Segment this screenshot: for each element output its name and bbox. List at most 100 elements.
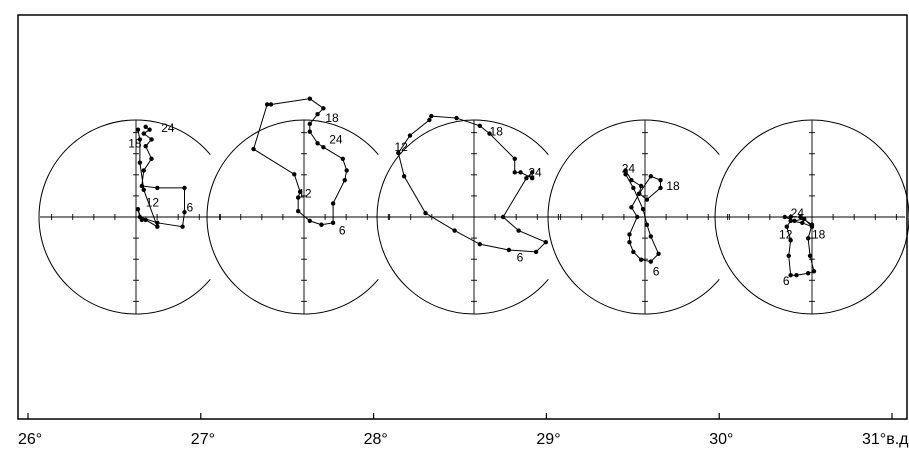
hodograph-point — [139, 217, 145, 223]
hour-label: 12 — [298, 187, 312, 201]
hodograph-point — [648, 259, 654, 264]
hodograph-point — [805, 271, 811, 276]
hour-label: 24 — [528, 165, 542, 179]
hodograph-point — [477, 123, 483, 129]
x-tick-label-3: 29° — [536, 431, 560, 448]
hodograph-point — [788, 238, 793, 243]
hodograph-point — [143, 124, 148, 129]
hodograph-point — [627, 232, 632, 237]
hour-label: 24 — [161, 121, 175, 135]
hodograph-point — [635, 214, 640, 220]
x-tick-label-4: 30° — [709, 431, 733, 448]
hodograph-3: 24 18 6 — [547, 119, 730, 315]
hodograph-point — [155, 220, 160, 226]
x-axis: 26° 27° 28° 29° 30° 31°в.д — [18, 413, 909, 448]
hodograph-1: 18 24 12 6 — [206, 96, 389, 315]
hodograph-point — [512, 170, 517, 175]
hodograph-point — [307, 121, 313, 127]
hodograph-point — [135, 127, 141, 132]
hodograph-point — [401, 174, 407, 179]
hodograph-point — [805, 236, 811, 241]
hodograph-point — [794, 273, 799, 278]
hodograph-track — [397, 115, 547, 253]
hour-label: 6 — [653, 264, 660, 278]
hodograph-point — [141, 131, 146, 136]
hour-label: 6 — [783, 274, 790, 288]
hodograph-point — [800, 220, 805, 226]
hodograph-point — [423, 210, 428, 216]
hodograph-track — [137, 126, 185, 228]
hodograph-point — [315, 141, 320, 146]
hodograph-point — [640, 207, 646, 212]
hodograph-circle — [547, 119, 720, 315]
hodograph-point — [307, 218, 313, 224]
hodograph-point — [656, 251, 661, 257]
hodograph-point — [180, 224, 185, 229]
hour-label: 18 — [490, 125, 504, 139]
hodograph-point — [427, 117, 432, 123]
hodograph-point — [251, 146, 256, 152]
hodograph-point — [182, 185, 187, 191]
hour-label: 6 — [339, 224, 346, 238]
hodograph-point — [798, 214, 803, 220]
hodograph-layer: 24 18 12 6 18 24 12 6 18 24 12 6 24 18 6 24 12 18 6 — [38, 96, 909, 315]
hodograph-circle — [376, 119, 549, 315]
x-tick-label-5: 31°в.д — [862, 431, 909, 448]
hodograph-2: 18 24 12 6 — [376, 113, 559, 315]
hodograph-point — [627, 240, 632, 245]
hodograph-4: 24 12 18 6 — [714, 119, 909, 315]
hour-label: 18 — [325, 111, 339, 125]
hodograph-0: 24 18 12 6 — [38, 119, 221, 315]
hodograph-point — [452, 228, 457, 233]
hodograph-point — [315, 111, 320, 117]
hodograph-circle — [206, 119, 379, 315]
hodograph-point — [782, 214, 788, 220]
hodograph-point — [636, 191, 642, 196]
hodograph-point — [429, 113, 434, 119]
x-tick-label-0: 26° — [18, 431, 42, 448]
hour-label: 12 — [779, 227, 793, 241]
hodograph-point — [629, 177, 634, 183]
hodograph-point — [623, 172, 628, 177]
plot-frame — [17, 14, 908, 420]
hour-label: 18 — [666, 179, 680, 193]
hodograph-point — [264, 102, 270, 107]
hodograph-point — [506, 247, 512, 253]
hodograph-point — [512, 156, 517, 161]
hodograph-point — [344, 168, 349, 173]
hour-label: 24 — [791, 206, 805, 220]
x-tick-label-1: 27° — [191, 431, 215, 448]
hodograph-point — [321, 144, 326, 150]
hodograph-point — [137, 137, 143, 142]
hour-label: 12 — [146, 195, 160, 209]
hour-label: 18 — [128, 136, 142, 150]
hodograph-point — [629, 205, 634, 210]
hodograph-point — [644, 222, 650, 227]
hodograph-point — [292, 172, 297, 177]
hodograph-point — [454, 115, 459, 121]
hodograph-point — [809, 222, 815, 227]
hodograph-point — [321, 106, 326, 111]
hodograph-point — [297, 189, 303, 194]
hodograph-point — [139, 183, 145, 189]
hodograph-point — [500, 214, 506, 220]
hodograph-point — [319, 222, 324, 227]
hodograph-point — [342, 177, 347, 183]
hodograph-point — [786, 253, 791, 258]
hodograph-point — [524, 176, 529, 181]
hodograph-point — [533, 249, 539, 255]
hodograph-circle — [38, 119, 211, 315]
hodograph-point — [330, 220, 336, 226]
hodograph-point — [658, 177, 663, 183]
hodograph-point — [807, 253, 813, 258]
hodograph-point — [648, 234, 654, 239]
hodograph-point — [487, 131, 492, 136]
hodograph-point — [638, 257, 644, 262]
hodograph-point — [788, 214, 793, 220]
hour-label: 24 — [329, 132, 343, 146]
hodograph-point — [784, 224, 789, 229]
hodograph-point — [340, 156, 345, 161]
hour-label: 6 — [517, 251, 524, 265]
hodograph-point — [516, 228, 521, 233]
